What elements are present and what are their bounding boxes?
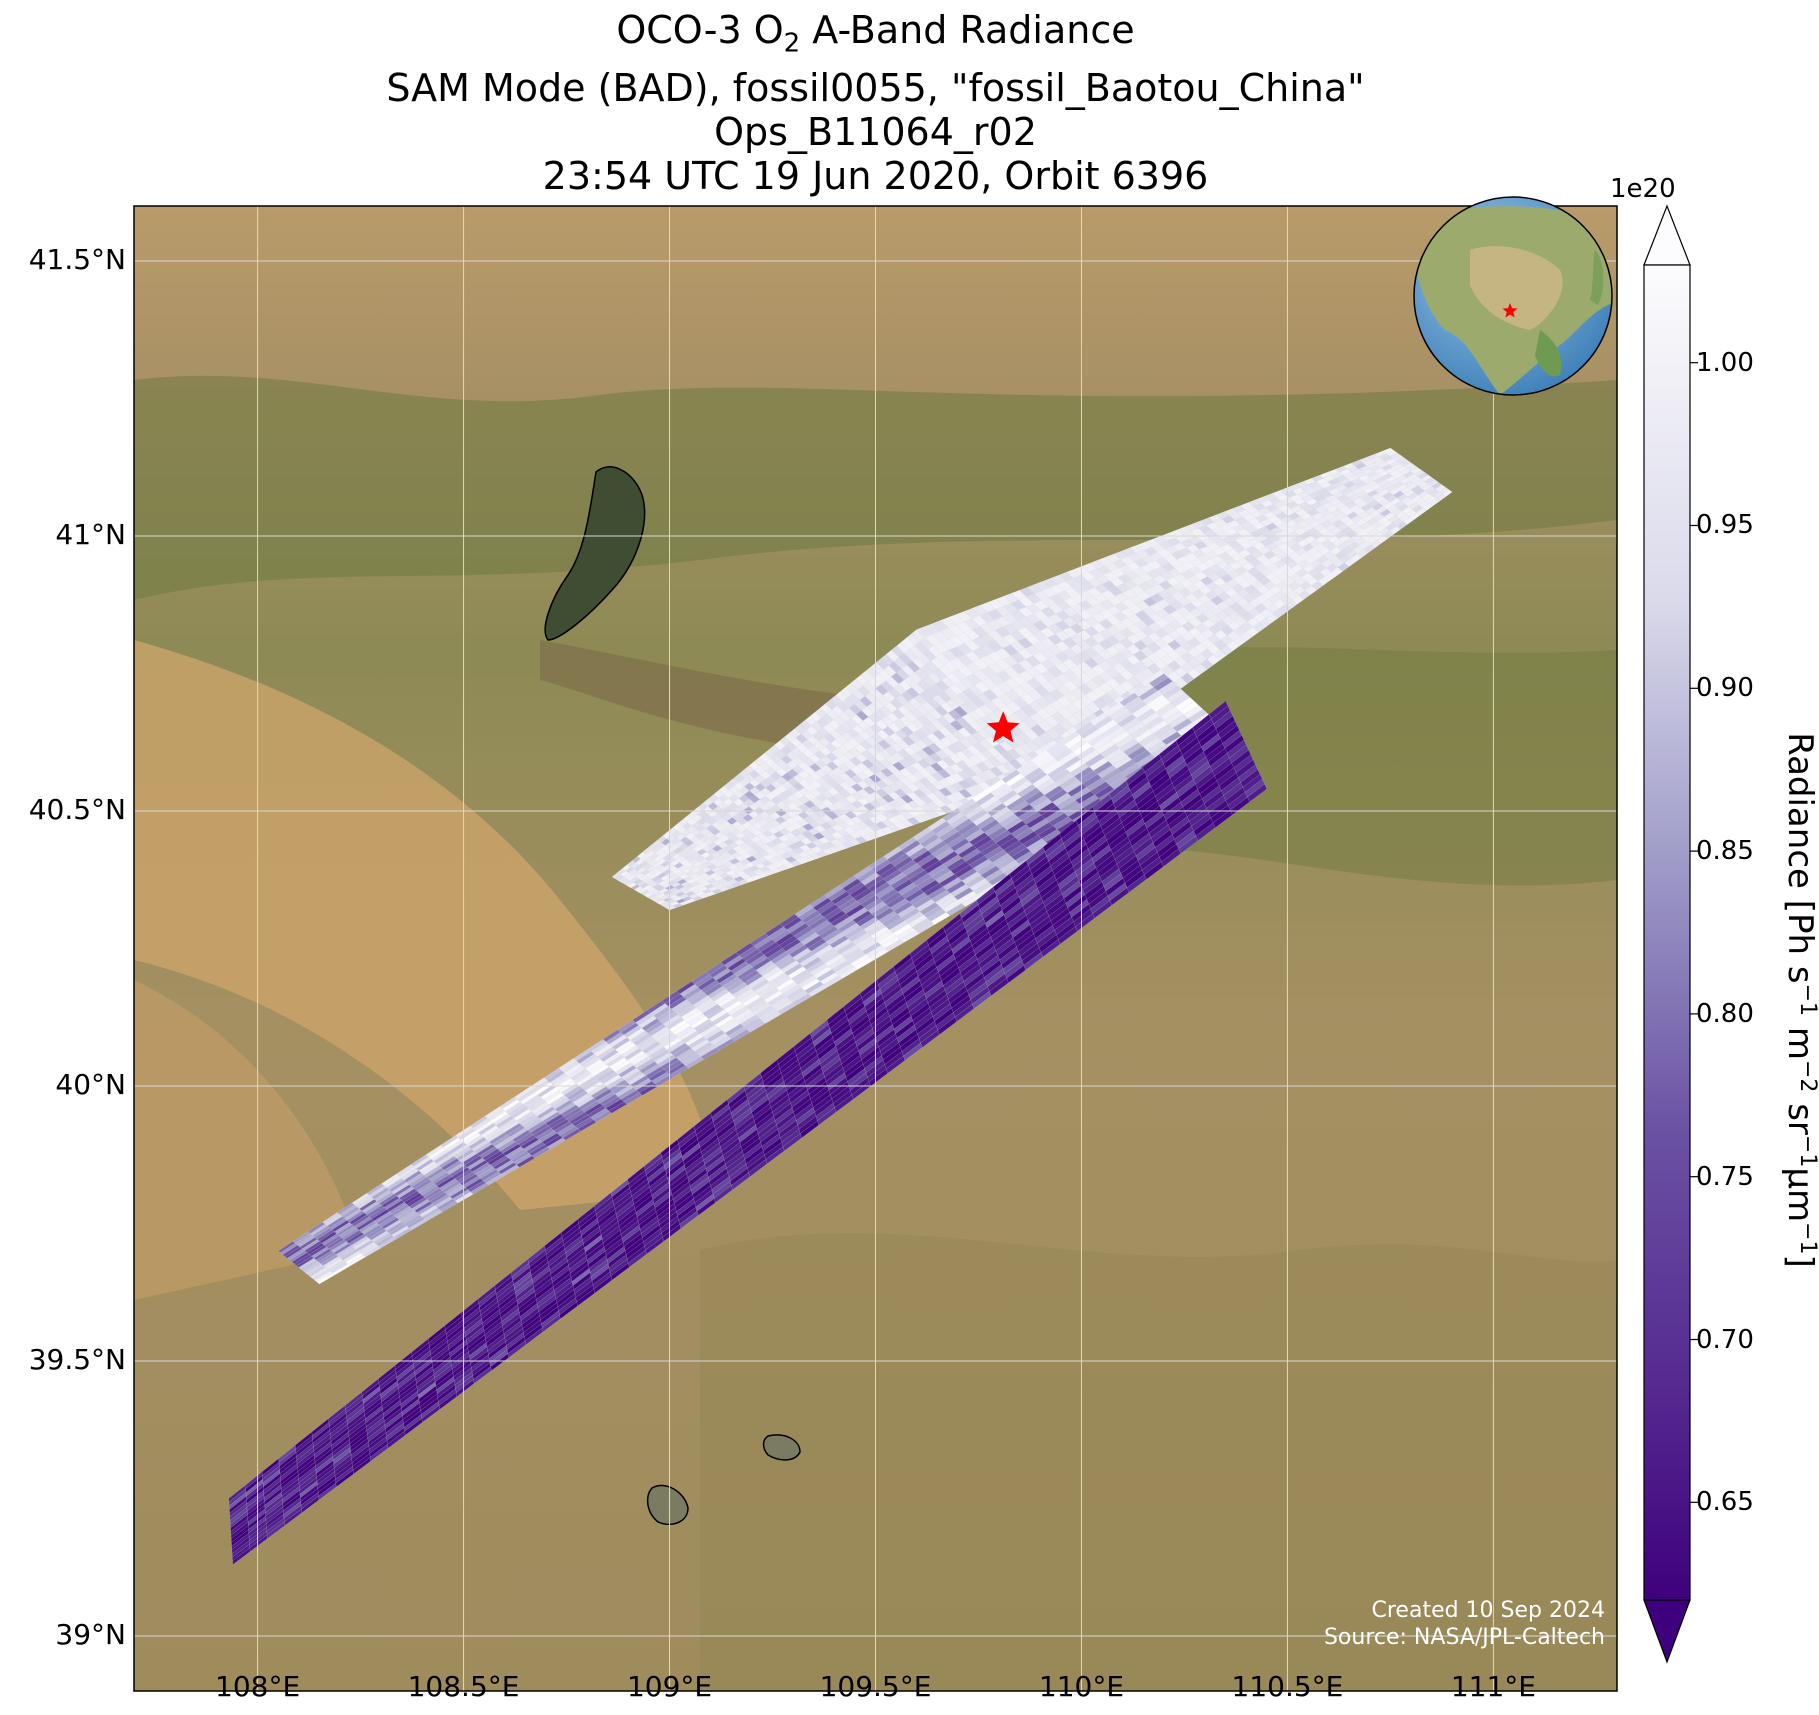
lat-tick-label: 39°N (55, 1618, 126, 1651)
title-line-1: OCO-3 O2 A-Band Radiance (616, 8, 1135, 59)
lon-tick-label: 111°E (1450, 1670, 1536, 1703)
credits: Created 10 Sep 2024 Source: NASA/JPL-Cal… (1324, 1597, 1605, 1651)
lat-tick-label: 41°N (55, 518, 126, 551)
lat-tick-label: 40.5°N (28, 793, 126, 826)
title-line-2: SAM Mode (BAD), fossil0055, "fossil_Baot… (386, 65, 1365, 110)
lon-tick-label: 109.5°E (819, 1670, 932, 1703)
lon-tick-label: 109°E (626, 1670, 713, 1703)
lat-tick-label: 39.5°N (28, 1343, 126, 1376)
data-source: Source: NASA/JPL-Caltech (1323, 1625, 1605, 1650)
colorbar-label: Radiance [Ph s−1 m−2 sr−1µm−1] (1779, 732, 1819, 1268)
colorbar-extend-low (1643, 1599, 1691, 1664)
title-line-3: Ops_B11064_r02 (714, 109, 1037, 154)
lat-tick-label: 40°N (55, 1068, 126, 1101)
title-line-4: 23:54 UTC 19 Jun 2020, Orbit 6396 (542, 153, 1209, 198)
colorbar-tick-label: 0.65 (1696, 1487, 1754, 1518)
colorbar-exponent: 1e20 (1610, 174, 1676, 204)
lat-tick-label: 41.5°N (28, 243, 126, 276)
created-date: Created 10 Sep 2024 (1371, 1598, 1606, 1623)
colorbar-tick-label: 1.00 (1696, 347, 1754, 378)
lon-tick-label: 110°E (1038, 1670, 1125, 1703)
lon-tick-label: 110.5°E (1231, 1670, 1344, 1703)
swath-upper-north (916, 447, 1453, 773)
radiance-swaths (228, 447, 1453, 1565)
lon-tick-label: 108°E (215, 1670, 301, 1703)
colorbar-tick-label: 0.85 (1696, 836, 1754, 867)
satellite-basemap (134, 206, 1617, 1691)
colorbar-tick-label: 0.70 (1696, 1324, 1754, 1355)
colorbar-extend-high (1643, 204, 1691, 266)
colorbar-tick-label: 0.90 (1696, 673, 1754, 704)
colorbar-tick-label: 0.75 (1696, 1161, 1754, 1192)
lon-tick-label: 108.5°E (407, 1670, 520, 1703)
colorbar-tick-label: 0.95 (1696, 510, 1754, 541)
colorbar-bar (1643, 264, 1691, 1601)
figure-title: OCO-3 O2 A-Band Radiance SAM Mode (BAD),… (134, 8, 1617, 198)
colorbar (1643, 204, 1698, 1664)
colorbar-tick-label: 0.80 (1696, 998, 1754, 1029)
